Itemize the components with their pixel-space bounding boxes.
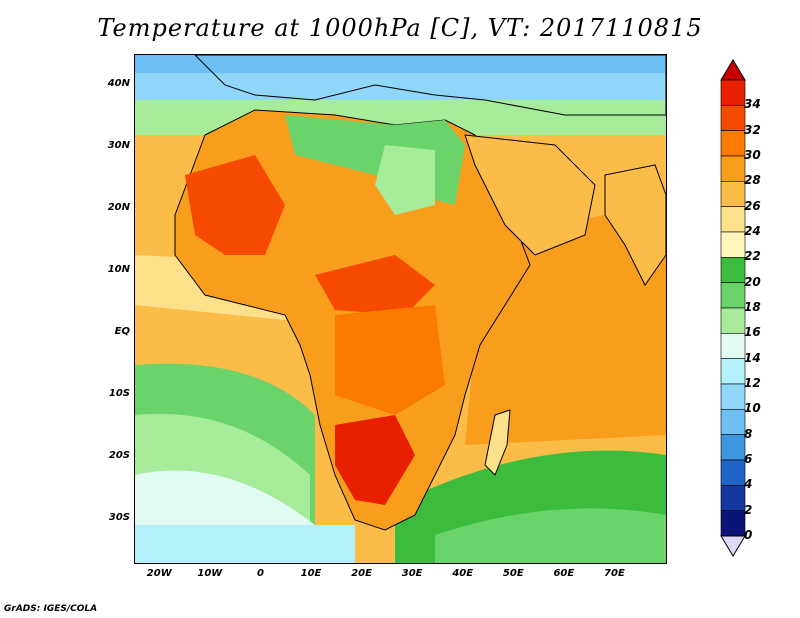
colorbar-level-label: 0 <box>744 528 753 542</box>
colorbar-level-label: 22 <box>744 249 761 264</box>
map-plot-area <box>134 54 667 564</box>
colorbar-level-label: 18 <box>744 300 761 314</box>
field-sahel-west-hot <box>185 155 285 255</box>
chart-title: Temperature at 1000hPa [C], VT: 20171108… <box>97 14 703 42</box>
lon-tick-label: 20E <box>351 568 372 579</box>
lon-tick-label: 10W <box>197 568 223 579</box>
field-kalahari-hot <box>335 415 415 505</box>
lon-tick-label: 50E <box>502 568 524 579</box>
colorbar-segment <box>720 282 746 309</box>
colorbar-level-label: 26 <box>744 198 761 213</box>
colorbar-level-label: 30 <box>744 148 761 162</box>
colorbar-level-label: 2 <box>744 502 753 517</box>
lat-tick-label: EQ <box>114 325 130 337</box>
field-egypt-mild <box>375 145 435 215</box>
colorbar-level-label: 34 <box>744 97 761 112</box>
colorbar-segment <box>720 130 746 157</box>
credit-text: GrADS: IGES/COLA <box>4 604 98 614</box>
lat-tick-label: 30N <box>107 139 130 151</box>
colorbar-segment <box>720 510 746 537</box>
lon-tick-label: 30E <box>401 568 423 579</box>
colorbar-segment <box>720 459 746 486</box>
colorbar-segment <box>720 485 746 511</box>
lat-tick-label: 20S <box>108 449 130 461</box>
lat-tick-label: 10N <box>107 263 130 275</box>
lat-tick-label: 20N <box>107 201 130 213</box>
colorbar-segment <box>720 105 746 131</box>
colorbar-segment <box>720 79 746 106</box>
colorbar-segment <box>720 434 746 461</box>
colorbar-level-label: 32 <box>744 122 761 137</box>
lat-tick-label: 30S <box>108 511 130 523</box>
colorbar-level-label: 8 <box>744 426 753 441</box>
lon-tick-label: 70E <box>604 568 625 579</box>
colorbar-segment <box>720 231 746 258</box>
colorbar-segment <box>720 333 746 359</box>
colorbar-segment <box>720 307 746 334</box>
lon-tick-label: 40E <box>452 568 474 579</box>
colorbar-level-label: 14 <box>744 350 761 365</box>
colorbar-level-label: 28 <box>744 173 761 188</box>
colorbar <box>720 59 746 557</box>
colorbar-segment <box>720 257 746 283</box>
arabian-peninsula <box>464 134 596 256</box>
colorbar-segment <box>720 181 746 207</box>
colorbar-level-label: 24 <box>744 224 761 238</box>
field-south-cold-band <box>135 525 355 563</box>
colorbar-level-label: 10 <box>744 401 761 416</box>
lon-tick-label: 20W <box>146 568 172 579</box>
colorbar-level-label: 16 <box>744 325 761 340</box>
field-south-indian-light <box>435 508 666 563</box>
colorbar-min-arrow <box>720 535 746 557</box>
lat-tick-label: 40N <box>107 77 130 89</box>
colorbar-level-label: 6 <box>744 452 753 466</box>
field-north-cold <box>135 55 666 73</box>
lon-tick-label: 60E <box>553 568 575 579</box>
colorbar-segment <box>720 358 746 385</box>
europe-coastline <box>194 55 666 116</box>
field-congo-warm <box>335 305 445 415</box>
colorbar-level-label: 12 <box>744 376 761 390</box>
field-sahel-central-hot <box>315 255 435 315</box>
colorbar-segment <box>720 383 746 410</box>
colorbar-segment <box>720 409 746 435</box>
lon-tick-label: 10E <box>300 568 322 579</box>
lat-tick-label: 10S <box>108 387 130 399</box>
lon-tick-label: 0 <box>256 568 264 579</box>
madagascar-landmass <box>484 409 511 476</box>
colorbar-level-label: 20 <box>744 274 761 289</box>
colorbar-segment <box>720 206 746 233</box>
colorbar-max-arrow <box>720 59 746 81</box>
colorbar-level-label: 4 <box>744 477 753 492</box>
colorbar-segment <box>720 155 746 182</box>
temperature-map <box>135 55 666 563</box>
india-landmass <box>604 164 666 286</box>
